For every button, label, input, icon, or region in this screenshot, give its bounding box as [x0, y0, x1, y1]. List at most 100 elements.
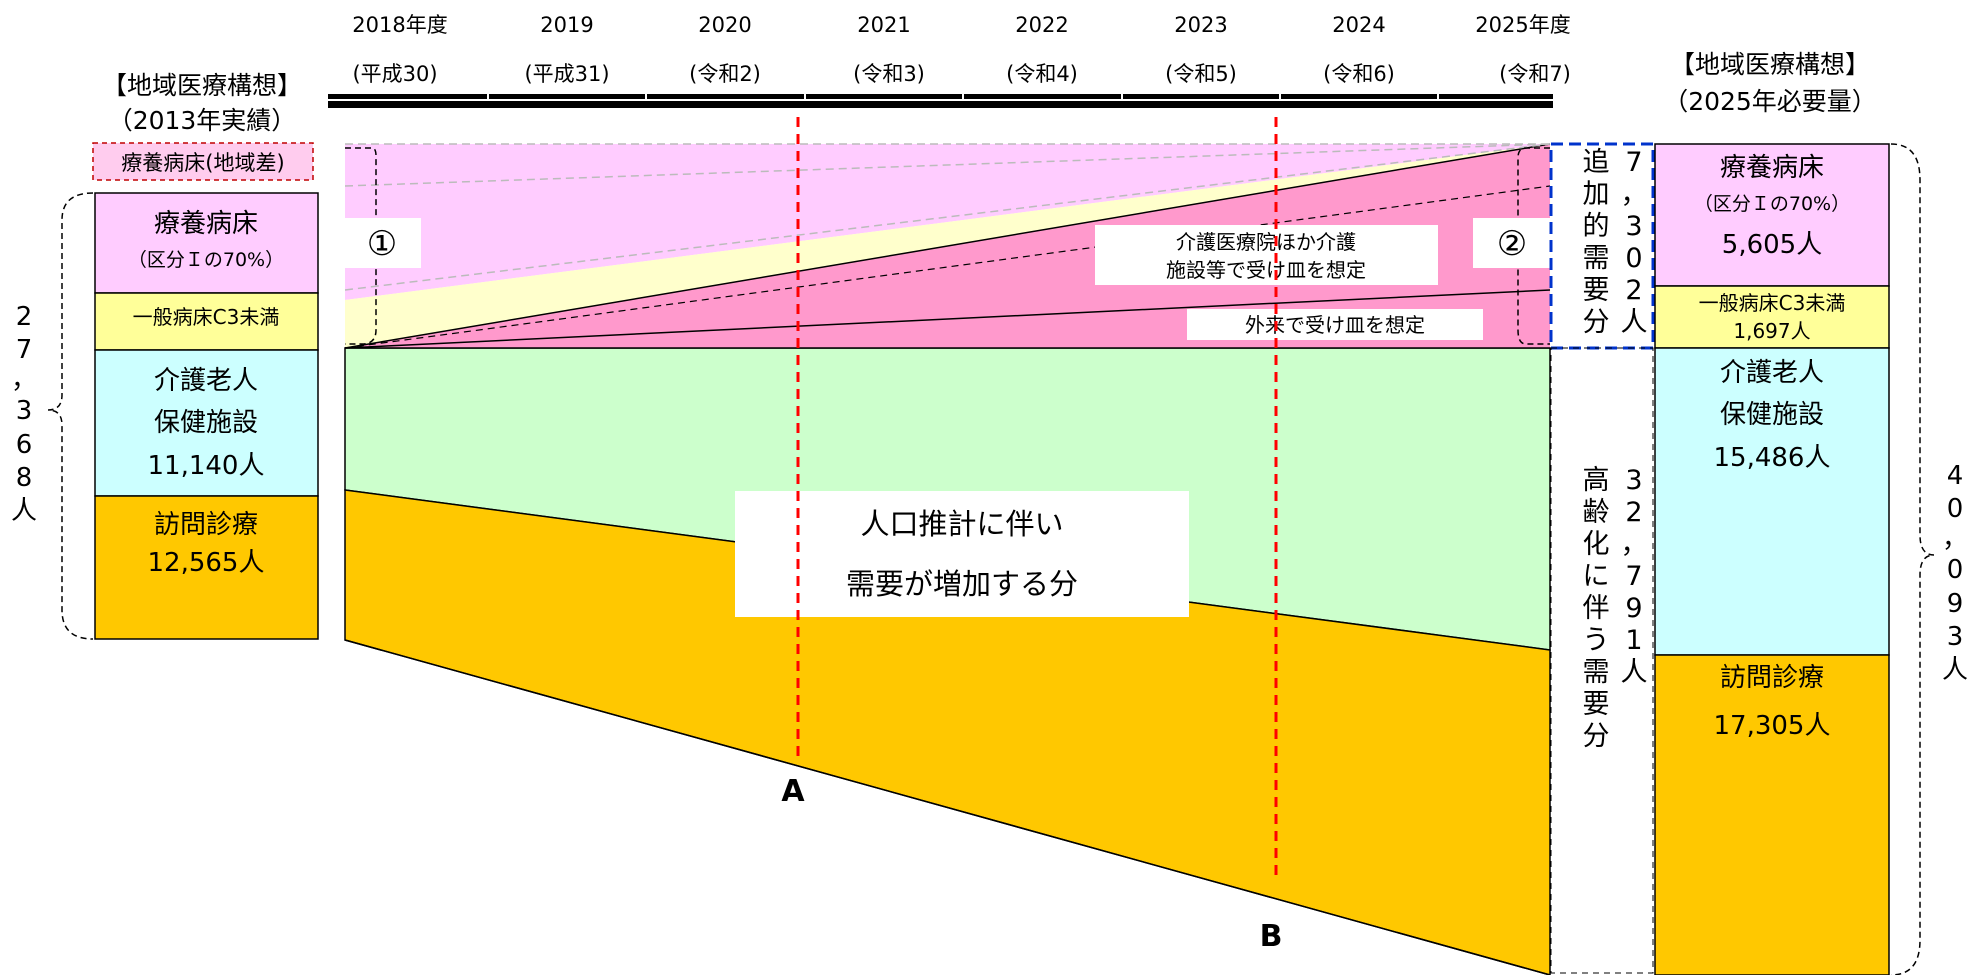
additional-number-vertical: 7 ， 3 0 2 人	[1621, 147, 1648, 338]
timeline-bar-thick	[328, 101, 1553, 108]
year-label-7: 2025年度	[1475, 13, 1570, 37]
aging-num-2: ，	[1621, 529, 1648, 560]
population-label-box	[735, 491, 1189, 617]
era-label-5: (令和5)	[1165, 62, 1237, 86]
additional-num-3: 0	[1625, 243, 1642, 274]
left-title-line2: （2013年実績）	[108, 106, 297, 135]
left-ippan-label: 一般病床C3未満	[133, 305, 280, 329]
right-ippan-label: 一般病床C3未満	[1699, 291, 1846, 315]
population-line1: 人口推計に伴い	[860, 507, 1063, 541]
aging-num-1: 2	[1625, 497, 1642, 528]
aging-char-6: 需	[1583, 657, 1610, 688]
additional-num-1: ，	[1621, 179, 1648, 210]
left-total-char-3: 3	[16, 396, 33, 426]
left-total-char-1: 7	[16, 335, 33, 365]
aging-char-7: 要	[1583, 689, 1610, 720]
aging-char-8: 分	[1583, 721, 1610, 752]
aging-char-3: に	[1583, 561, 1610, 592]
era-label-7: (令和7)	[1499, 62, 1571, 86]
left-kaigo-sub: 保健施設	[154, 408, 258, 438]
right-ryoyo-block	[1654, 143, 1890, 287]
marker-b-label: B	[1260, 919, 1283, 954]
right-title-line2: （2025年必要量）	[1663, 87, 1877, 116]
regional-gap-box	[92, 142, 314, 181]
right-homon-block	[1654, 654, 1890, 975]
aging-num-0: 3	[1625, 465, 1642, 496]
era-label-3: (令和3)	[853, 62, 925, 86]
aging-num-3: 7	[1625, 561, 1642, 592]
timeline-header: 2018年度 2019 2020 2021 2022 2023 2024 202…	[328, 13, 1571, 108]
year-label-2: 2020	[698, 13, 751, 37]
era-label-1: (平成31)	[524, 62, 609, 86]
left-kaigo-block	[94, 349, 319, 497]
year-label-0: 2018年度	[352, 13, 447, 37]
right-total-brace	[1890, 143, 1935, 975]
marker-a-label: A	[781, 774, 805, 809]
right-total-char-5: 3	[1947, 622, 1964, 652]
aging-num-5: 1	[1625, 625, 1642, 656]
left-homon-block	[94, 495, 319, 640]
left-total-brace	[47, 192, 94, 640]
left-total-char-5: 8	[16, 463, 33, 493]
additional-num-2: 3	[1625, 211, 1642, 242]
care-dashed-line	[344, 185, 1551, 349]
additional-char-5: 分	[1583, 307, 1610, 338]
circle-2-box	[1473, 218, 1551, 268]
care-facility-upper-edge	[344, 143, 1551, 349]
right-ippan-block	[1654, 285, 1890, 349]
right-total-char-2: ，	[1942, 524, 1968, 554]
additional-num-5: 人	[1621, 307, 1648, 338]
left-total-char-2: ，	[11, 365, 37, 395]
left-ryoyo-sub: （区分Ｉの70%）	[128, 249, 284, 271]
additional-demand-box	[1549, 142, 1655, 350]
era-label-4: (令和4)	[1006, 62, 1078, 86]
left-ryoyo-label: 療養病床	[154, 209, 258, 239]
additional-char-2: 的	[1583, 211, 1610, 242]
left-kaigo-label: 介護老人	[154, 366, 258, 396]
transition-area: ① ② 介護医療院ほか介護 施設等で受け皿を想定 外来で受け皿を想定 人口推計に…	[343, 117, 1551, 975]
orange-bottom-edge	[344, 639, 1551, 975]
right-ryoyo-sub: （区分Ｉの70%）	[1694, 193, 1850, 215]
additional-char-1: 加	[1583, 179, 1610, 210]
year-label-6: 2024	[1332, 13, 1385, 37]
left-homon-label: 訪問診療	[154, 510, 258, 540]
right-title-line1: 【地域医療構想】	[1670, 50, 1870, 79]
right-kaigo-block	[1654, 347, 1890, 656]
right-homon-label: 訪問診療	[1720, 663, 1824, 693]
additional-num-0: 7	[1625, 147, 1642, 178]
left-homon-value: 12,565人	[148, 548, 265, 578]
aging-char-0: 高	[1583, 465, 1610, 496]
care-facility-label-box	[1095, 225, 1438, 285]
era-label-6: (令和6)	[1323, 62, 1395, 86]
left-kaigo-value: 11,140人	[148, 451, 265, 481]
right-ippan-value: 1,697人	[1733, 319, 1810, 343]
additional-char-4: 要	[1583, 275, 1610, 306]
right-kaigo-sub: 保健施設	[1720, 400, 1824, 430]
ryoyo-dashed-line	[344, 143, 1551, 187]
regional-gap-label: 療養病床(地域差)	[121, 151, 284, 175]
aging-number-vertical: 3 2 ， 7 9 1 人	[1621, 465, 1648, 688]
outpatient-label-box	[1187, 309, 1483, 340]
aging-char-2: 化	[1583, 529, 1610, 560]
year-label-5: 2023	[1174, 13, 1227, 37]
additional-demand-vertical: 追 加 的 需 要 分	[1583, 147, 1610, 338]
aging-num-4: 9	[1625, 593, 1642, 624]
aging-demand-vertical: 高 齢 化 に 伴 う 需 要 分	[1583, 465, 1610, 752]
right-total-char-3: 0	[1947, 555, 1964, 585]
right-total-char-4: 9	[1947, 589, 1964, 619]
outpatient-upper-edge	[344, 289, 1551, 349]
right-ryoyo-value: 5,605人	[1722, 230, 1822, 260]
right-column: 【地域医療構想】 （2025年必要量） 療養病床 （区分Ｉの70%） 5,605…	[1654, 50, 1968, 975]
care-facility-line1: 介護医療院ほか介護	[1176, 230, 1356, 254]
right-homon-value: 17,305人	[1714, 711, 1831, 741]
left-ryoyo-block	[94, 192, 319, 294]
left-total-char-0: 2	[16, 302, 33, 332]
aging-char-1: 齢	[1583, 497, 1610, 528]
right-total-char-0: 4	[1947, 461, 1964, 491]
circle-1-label: ①	[367, 224, 397, 264]
year-label-4: 2022	[1015, 13, 1068, 37]
ippan-dashed-line	[344, 143, 1551, 291]
right-ryoyo-label: 療養病床	[1720, 153, 1824, 183]
year-label-1: 2019	[540, 13, 593, 37]
